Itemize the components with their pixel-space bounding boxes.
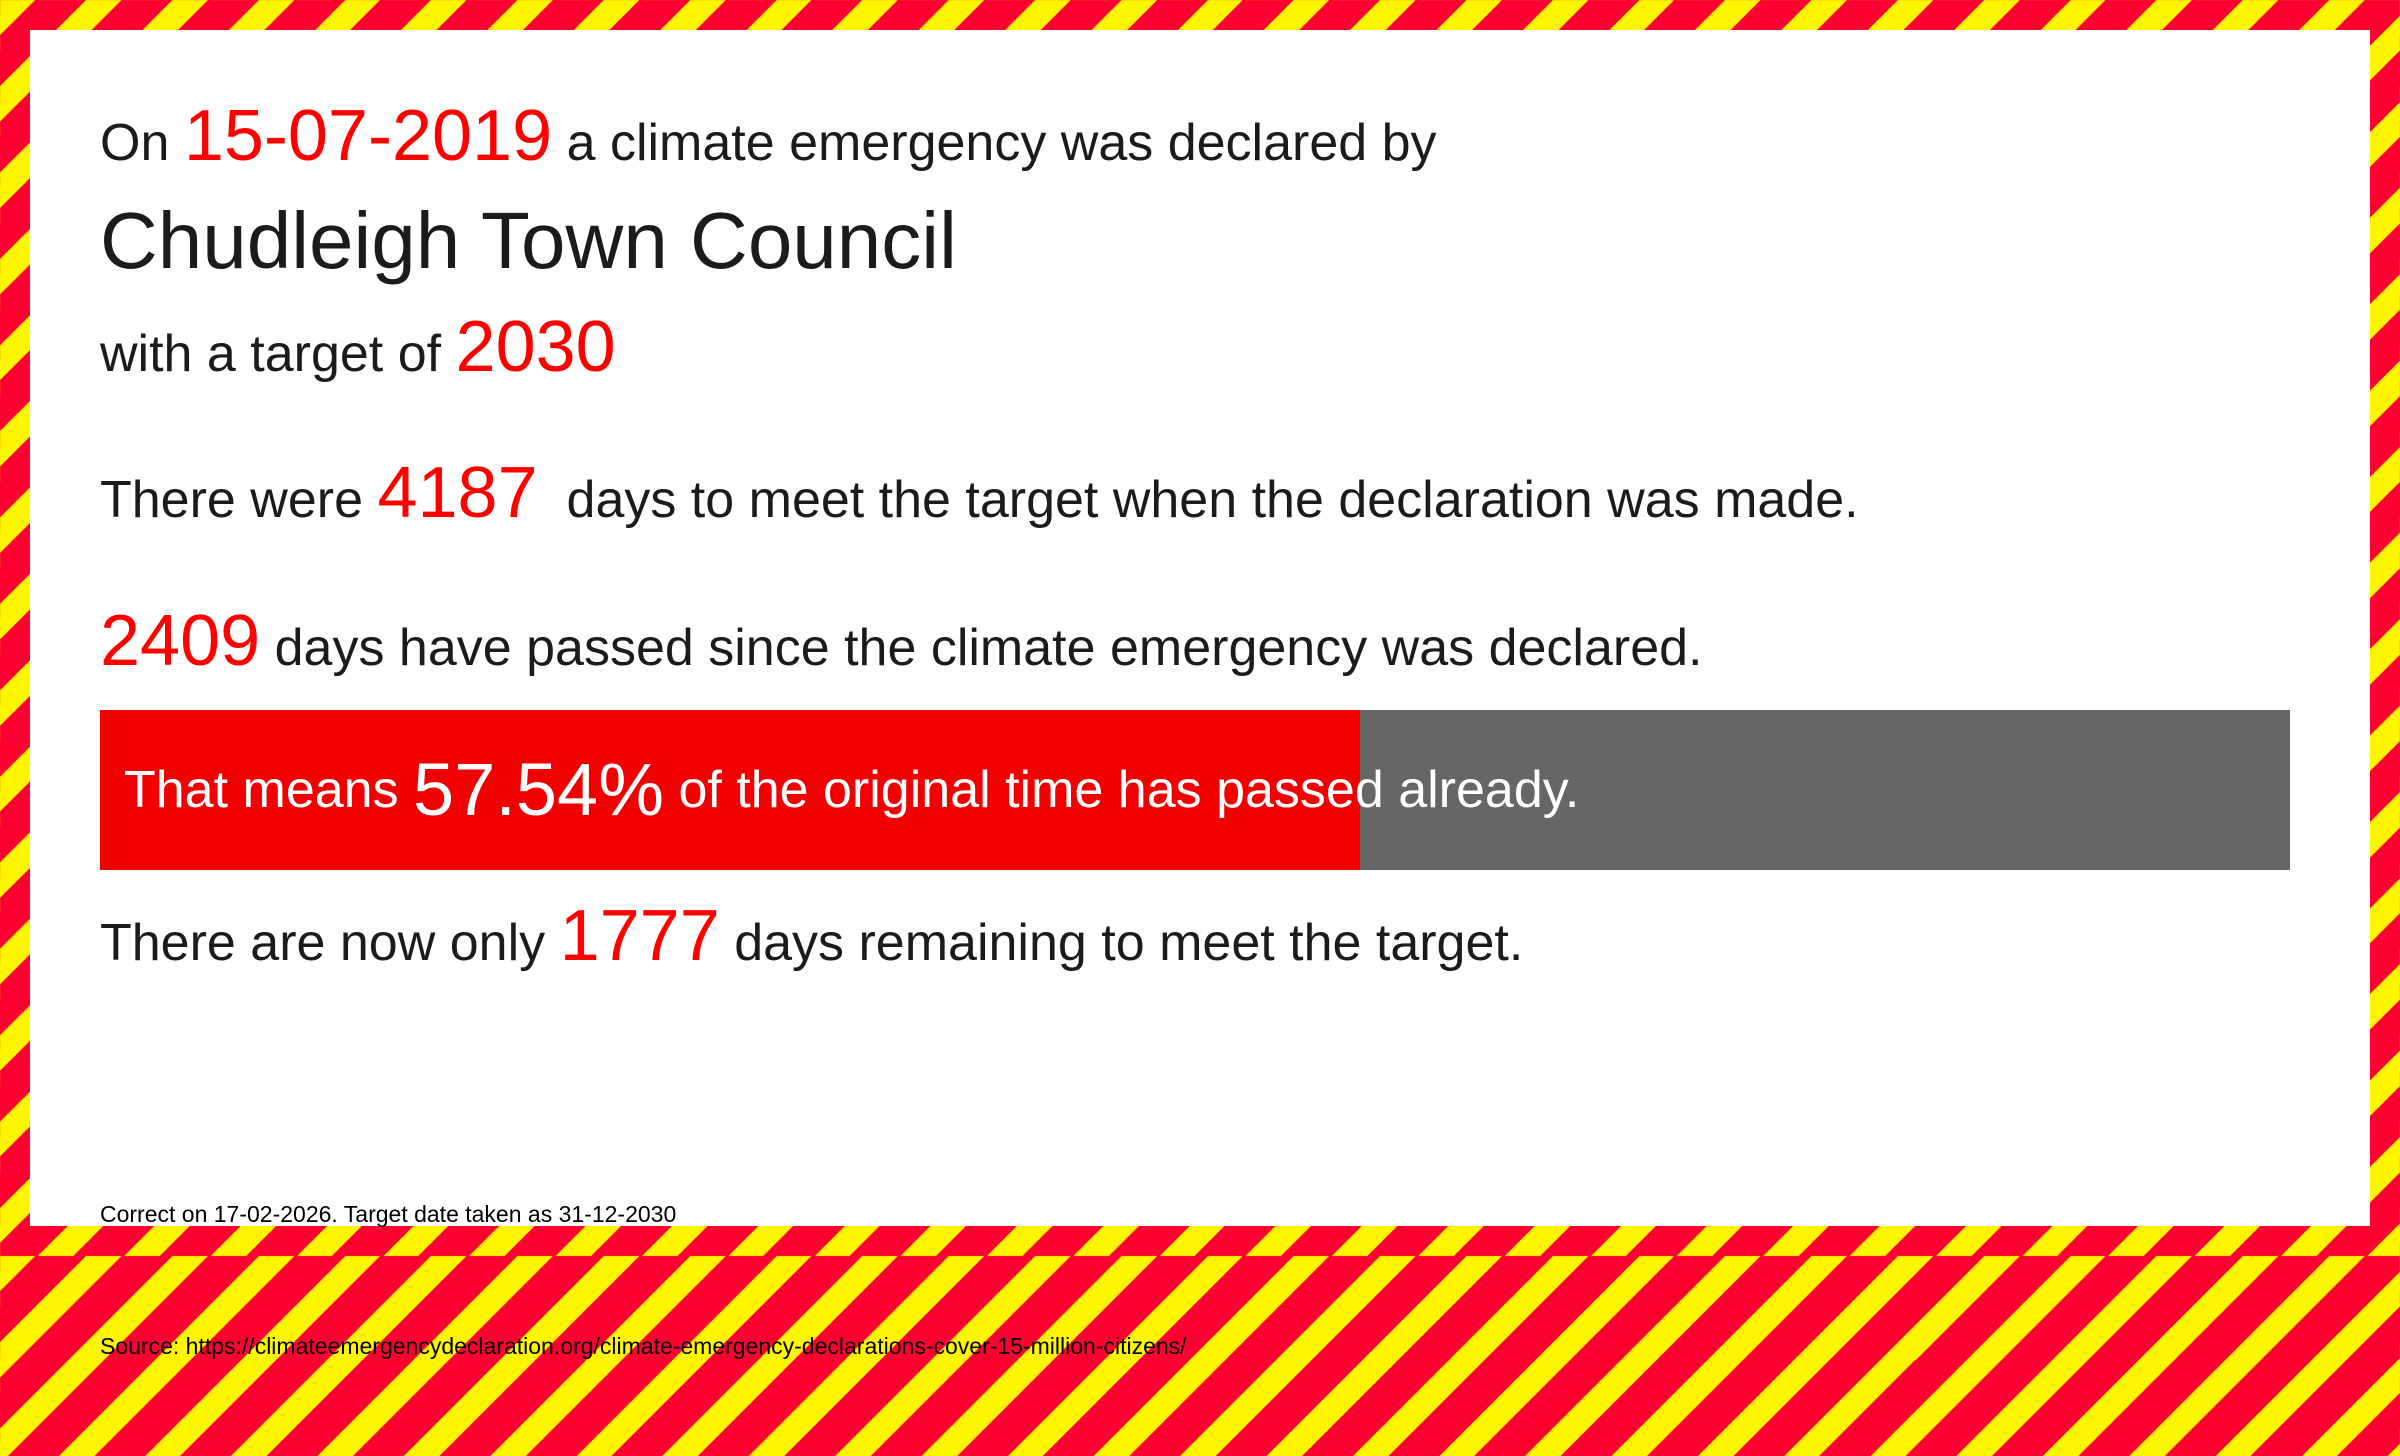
days-passed-suffix: days have passed since the climate emerg… [260, 619, 1703, 677]
footnote-correct-on: Correct on 17-02-2026. Target date taken… [100, 1201, 677, 1227]
progress-fill [100, 710, 1361, 870]
percent-value: 57.54% [413, 748, 665, 831]
target-year: 2030 [455, 307, 616, 387]
percent-suffix: of the original time has passed already. [664, 761, 1580, 819]
footnote-source: Source: https://climateemergencydeclarat… [100, 1333, 1187, 1359]
days-remaining-line: There are now only 1777 days remaining t… [100, 900, 1523, 972]
declaration-suffix: a climate emergency was declared by [552, 114, 1437, 172]
footnote: Correct on 17-02-2026. Target date taken… [100, 1104, 1187, 1456]
progress-label: That means 57.54% of the original time h… [124, 710, 1579, 870]
days-passed-line: 2409 days have passed since the climate … [100, 605, 1703, 677]
days-to-target-prefix: There were [100, 471, 378, 529]
progress-bar: That means 57.54% of the original time h… [100, 710, 2290, 870]
content-panel: On 15-07-2019 a climate emergency was de… [30, 30, 2370, 1359]
days-remaining-suffix: days remaining to meet the target. [719, 914, 1524, 972]
target-prefix: with a target of [100, 325, 456, 383]
days-to-target-suffix: days to meet the target when the declara… [537, 471, 1859, 529]
percent-prefix: That means [124, 761, 414, 819]
declaration-prefix: On [100, 114, 184, 172]
days-remaining-value: 1777 [559, 896, 720, 976]
declaration-line: On 15-07-2019 a climate emergency was de… [100, 100, 1437, 172]
days-to-target-line: There were 4187 days to meet the target … [100, 457, 1859, 529]
declaration-date: 15-07-2019 [183, 96, 553, 176]
target-line: with a target of 2030 [100, 311, 616, 383]
days-passed-value: 2409 [100, 601, 261, 681]
authority-name: Chudleigh Town Council [100, 196, 957, 285]
days-remaining-prefix: There are now only [100, 914, 560, 972]
days-to-target-value: 4187 [377, 453, 538, 533]
